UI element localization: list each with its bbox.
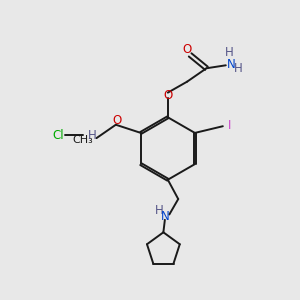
Text: O: O [182,43,191,56]
Text: I: I [228,119,232,132]
Text: Cl: Cl [52,129,64,142]
Text: H: H [88,129,96,142]
Text: H: H [155,204,164,217]
Text: N: N [227,58,236,71]
Text: N: N [160,210,169,224]
Text: H: H [224,46,233,59]
Text: O: O [113,114,122,127]
Text: CH₃: CH₃ [72,136,93,146]
Text: O: O [163,89,172,102]
Text: H: H [234,62,243,75]
